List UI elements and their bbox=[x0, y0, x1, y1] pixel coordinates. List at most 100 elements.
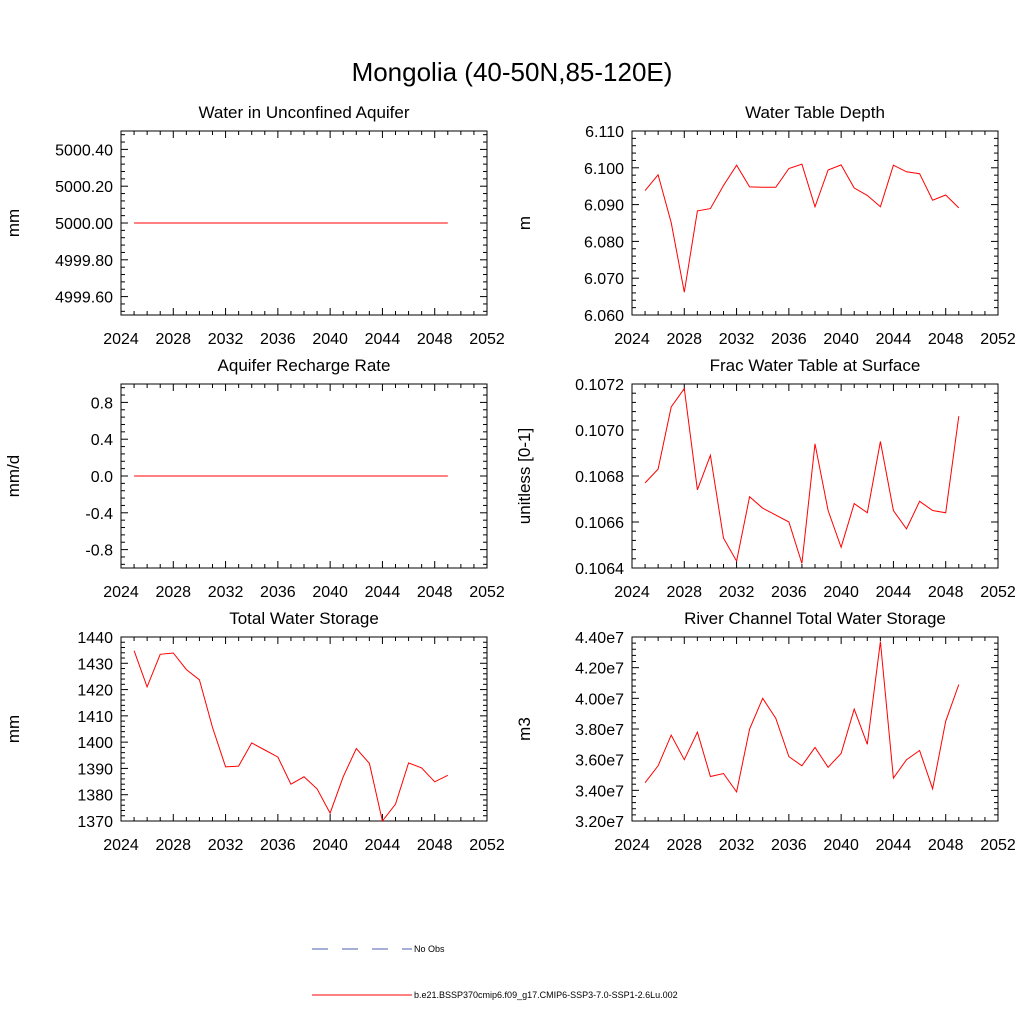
panel-frac-water-table: Frac Water Table at Surface 2024 2028 2032 2… bbox=[515, 356, 1016, 601]
x-tick-label: 2028 bbox=[155, 584, 191, 601]
y-axis-label: m bbox=[515, 216, 534, 230]
y-tick-label: 6.090 bbox=[584, 198, 624, 215]
y-tick-label: 1390 bbox=[77, 761, 113, 778]
y-tick-label: 4999.60 bbox=[55, 290, 113, 307]
y-tick-label: 4.20e7 bbox=[575, 661, 624, 678]
y-axis-label: m3 bbox=[515, 717, 534, 741]
panel-title: Total Water Storage bbox=[229, 609, 379, 628]
y-tick-label: -0.4 bbox=[85, 506, 113, 523]
panel-total-water-storage: Total Water Storage 2024 2028 2032 2036 2040 2… bbox=[4, 609, 505, 854]
plot-frame bbox=[631, 130, 999, 316]
y-tick-label: 6.060 bbox=[584, 308, 624, 325]
x-tick-label: 2028 bbox=[666, 331, 702, 348]
series-line bbox=[133, 650, 449, 823]
panel-title: River Channel Total Water Storage bbox=[684, 609, 946, 628]
x-tick-label: 2040 bbox=[312, 584, 348, 601]
y-tick-label: 1440 bbox=[77, 630, 113, 647]
y-axis-label: mm/d bbox=[4, 455, 23, 498]
y-axis-label: unitless [0-1] bbox=[515, 428, 534, 524]
legend-label-no-obs: No Obs bbox=[414, 944, 445, 954]
y-tick-label: -0.8 bbox=[85, 543, 113, 560]
x-tick-label: 2048 bbox=[417, 331, 453, 348]
y-tick-label: 6.070 bbox=[584, 271, 624, 288]
x-tick-label: 2024 bbox=[103, 331, 139, 348]
x-tick-label: 2052 bbox=[469, 584, 505, 601]
x-tick-label: 2052 bbox=[980, 837, 1016, 854]
panel-title: Water Table Depth bbox=[745, 103, 885, 122]
y-axis-label: mm bbox=[4, 209, 23, 237]
x-tick-label: 2052 bbox=[980, 331, 1016, 348]
x-tick-label: 2024 bbox=[614, 584, 650, 601]
x-tick-label: 2040 bbox=[823, 837, 859, 854]
x-tick-label: 2036 bbox=[260, 331, 296, 348]
x-tick-label: 2052 bbox=[469, 837, 505, 854]
y-tick-label: 0.1068 bbox=[575, 469, 624, 486]
y-tick-label: 3.60e7 bbox=[575, 753, 624, 770]
x-tick-label: 2040 bbox=[312, 331, 348, 348]
y-tick-label: 5000.40 bbox=[55, 142, 113, 159]
figure-title: Mongolia (40-50N,85-120E) bbox=[352, 57, 673, 87]
x-tick-label: 2044 bbox=[876, 331, 912, 348]
legend-label-model-run: b.e21.BSSP370cmip6.f09_g17.CMIP6-SSP3-7.… bbox=[414, 990, 678, 1000]
panel-recharge-rate: Aquifer Recharge Rate 2024 2028 2032 2036 204… bbox=[4, 356, 505, 601]
x-tick-label: 2032 bbox=[208, 837, 244, 854]
y-tick-label: 4.40e7 bbox=[575, 630, 624, 647]
x-tick-label: 2028 bbox=[155, 837, 191, 854]
y-tick-label: 4999.80 bbox=[55, 253, 113, 270]
y-tick-label: 1420 bbox=[77, 683, 113, 700]
x-tick-label: 2036 bbox=[771, 331, 807, 348]
y-tick-label: 6.080 bbox=[584, 234, 624, 251]
y-tick-label: 0.1070 bbox=[575, 423, 624, 440]
x-tick-label: 2048 bbox=[928, 331, 964, 348]
x-tick-label: 2052 bbox=[980, 584, 1016, 601]
y-tick-label: 4.00e7 bbox=[575, 691, 624, 708]
panel-title: Aquifer Recharge Rate bbox=[218, 356, 391, 375]
x-tick-label: 2024 bbox=[103, 837, 139, 854]
x-tick-label: 2032 bbox=[719, 837, 755, 854]
y-tick-label: 6.110 bbox=[585, 124, 624, 141]
y-tick-label: 1380 bbox=[77, 788, 113, 805]
x-tick-label: 2032 bbox=[719, 331, 755, 348]
y-tick-label: 0.1072 bbox=[575, 377, 624, 394]
x-tick-label: 2044 bbox=[365, 331, 401, 348]
x-tick-label: 2040 bbox=[823, 584, 859, 601]
x-tick-label: 2048 bbox=[928, 837, 964, 854]
y-tick-label: 6.100 bbox=[584, 161, 624, 178]
series-line bbox=[644, 641, 960, 794]
y-tick-label: 0.0 bbox=[91, 469, 113, 486]
plot-frame bbox=[631, 636, 999, 822]
y-tick-label: 5000.00 bbox=[55, 216, 113, 233]
y-tick-label: 0.1064 bbox=[575, 561, 624, 578]
x-tick-label: 2024 bbox=[614, 837, 650, 854]
x-tick-label: 2024 bbox=[614, 331, 650, 348]
y-tick-label: 0.1066 bbox=[575, 515, 624, 532]
y-axis-label: mm bbox=[4, 715, 23, 743]
x-tick-label: 2032 bbox=[208, 584, 244, 601]
x-tick-label: 2048 bbox=[417, 584, 453, 601]
x-tick-label: 2032 bbox=[208, 331, 244, 348]
panel-title: Frac Water Table at Surface bbox=[710, 356, 921, 375]
x-tick-label: 2040 bbox=[312, 837, 348, 854]
plot-frame bbox=[120, 636, 488, 822]
panel-unconfined-aquifer: Water in Unconfined Aquifer 2024 2028 2032 2… bbox=[4, 103, 505, 348]
panel-water-table-depth: Water Table Depth 2024 2028 2032 2036 2040 204… bbox=[515, 103, 1016, 348]
x-tick-label: 2044 bbox=[876, 837, 912, 854]
x-tick-label: 2028 bbox=[155, 331, 191, 348]
panel-title: Water in Unconfined Aquifer bbox=[198, 103, 409, 122]
x-tick-label: 2044 bbox=[365, 837, 401, 854]
y-tick-label: 0.8 bbox=[91, 395, 113, 412]
panel-river-channel: River Channel Total Water Storage 2024 202… bbox=[515, 609, 1016, 854]
y-tick-label: 1430 bbox=[77, 656, 113, 673]
y-tick-label: 3.80e7 bbox=[575, 722, 624, 739]
y-tick-label: 0.4 bbox=[91, 432, 113, 449]
x-tick-label: 2036 bbox=[260, 584, 296, 601]
x-tick-label: 2036 bbox=[771, 584, 807, 601]
y-tick-label: 1370 bbox=[77, 814, 113, 831]
x-tick-label: 2032 bbox=[719, 584, 755, 601]
y-tick-label: 5000.20 bbox=[55, 179, 113, 196]
x-tick-label: 2044 bbox=[365, 584, 401, 601]
x-tick-label: 2028 bbox=[666, 584, 702, 601]
x-tick-label: 2036 bbox=[260, 837, 296, 854]
series-line bbox=[644, 387, 960, 564]
x-tick-label: 2036 bbox=[771, 837, 807, 854]
